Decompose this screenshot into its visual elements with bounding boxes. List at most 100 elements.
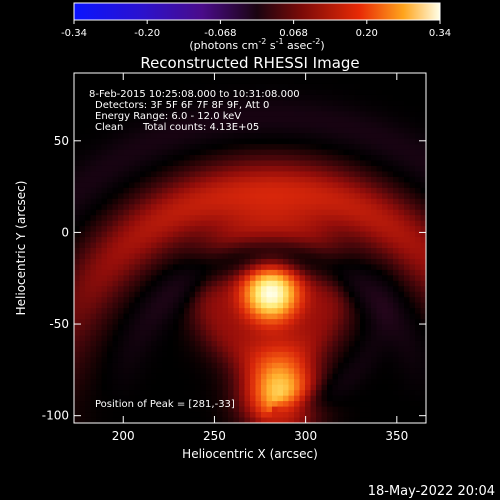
heatmap-cell — [261, 73, 268, 80]
heatmap-cell — [321, 368, 328, 375]
heatmap-cell — [409, 373, 416, 380]
heatmap-cell — [305, 155, 312, 162]
heatmap-cell — [123, 73, 130, 80]
heatmap-cell — [327, 89, 334, 96]
heatmap-cell — [145, 209, 152, 216]
heatmap-cell — [294, 215, 301, 222]
heatmap-cell — [244, 78, 251, 85]
heatmap-cell — [167, 231, 174, 238]
heatmap-cell — [332, 401, 339, 408]
heatmap-cell — [211, 384, 218, 391]
heatmap-cell — [360, 204, 367, 211]
heatmap-cell — [277, 209, 284, 216]
heatmap-cell — [101, 133, 108, 140]
heatmap-cell — [338, 187, 345, 194]
heatmap-cell — [151, 242, 158, 249]
heatmap-cell — [134, 176, 141, 183]
heatmap-cell — [250, 362, 257, 369]
heatmap-cell — [255, 171, 262, 178]
heatmap-cell — [409, 286, 416, 293]
heatmap-cell — [376, 368, 383, 375]
heatmap-cell — [239, 248, 246, 255]
heatmap-cell — [195, 357, 202, 364]
heatmap-cell — [294, 335, 301, 342]
heatmap-cell — [118, 264, 125, 271]
heatmap-cell — [332, 412, 339, 419]
heatmap-cell — [107, 384, 114, 391]
heatmap-cell — [129, 258, 136, 266]
heatmap-cell — [404, 346, 411, 353]
heatmap-cell — [101, 105, 108, 112]
heatmap-cell — [266, 340, 273, 348]
heatmap-cell — [233, 116, 240, 123]
heatmap-cell — [354, 297, 361, 304]
heatmap-cell — [173, 280, 180, 287]
heatmap-cell — [343, 155, 350, 162]
heatmap-cell — [360, 412, 367, 419]
heatmap-cell — [420, 237, 426, 244]
heatmap-cell — [349, 94, 356, 101]
heatmap-cell — [217, 373, 224, 380]
heatmap-cell — [206, 313, 213, 320]
heatmap-cell — [140, 379, 147, 386]
heatmap-cell — [354, 94, 361, 101]
heatmap-cell — [90, 127, 97, 134]
heatmap-cell — [316, 406, 323, 413]
heatmap-cell — [156, 324, 163, 331]
heatmap-cell — [134, 297, 141, 304]
heatmap-cell — [415, 149, 422, 156]
heatmap-cell — [382, 122, 389, 129]
heatmap-cell — [96, 379, 103, 386]
heatmap-cell — [123, 280, 130, 287]
heatmap-cell — [360, 220, 367, 227]
heatmap-cell — [228, 373, 235, 380]
heatmap-cell — [90, 302, 97, 309]
heatmap-cell — [343, 324, 350, 331]
heatmap-cell — [162, 144, 169, 151]
heatmap-cell — [107, 122, 114, 129]
heatmap-cell — [288, 368, 295, 375]
heatmap-cell — [217, 231, 224, 238]
heatmap-cell — [222, 390, 229, 397]
heatmap-cell — [409, 138, 416, 145]
heatmap-cell — [376, 220, 383, 227]
heatmap-cell — [200, 155, 207, 162]
heatmap-cell — [288, 171, 295, 178]
heatmap-cell — [371, 215, 378, 222]
heatmap-cell — [79, 368, 86, 375]
heatmap-cell — [233, 335, 240, 342]
heatmap-cell — [244, 94, 251, 101]
heatmap-cell — [151, 138, 158, 145]
heatmap-cell — [134, 280, 141, 287]
heatmap-cell — [354, 237, 361, 244]
heatmap-cell — [272, 248, 279, 255]
heatmap-cell — [96, 204, 103, 211]
heatmap-cell — [134, 401, 141, 408]
heatmap-cell — [332, 231, 339, 238]
heatmap-cell — [101, 297, 108, 304]
heatmap-cell — [283, 215, 290, 222]
heatmap-cell — [167, 280, 174, 287]
heatmap-cell — [162, 111, 169, 118]
heatmap-cell — [233, 182, 240, 189]
heatmap-cell — [327, 395, 334, 402]
heatmap-cell — [123, 291, 130, 298]
heatmap-cell — [277, 401, 284, 408]
heatmap-cell — [305, 248, 312, 255]
heatmap-cell — [123, 149, 130, 156]
heatmap-cell — [250, 324, 257, 331]
heatmap-cell — [156, 351, 163, 358]
heatmap-cell — [79, 94, 86, 101]
heatmap-cell — [118, 384, 125, 391]
heatmap-cell — [338, 220, 345, 227]
heatmap-cell — [178, 160, 185, 167]
heatmap-cell — [250, 395, 257, 402]
heatmap-cell — [118, 171, 125, 178]
heatmap-cell — [233, 401, 240, 408]
heatmap-cell — [299, 116, 306, 123]
heatmap-cell — [145, 78, 152, 85]
heatmap-cell — [129, 324, 136, 331]
heatmap-cell — [420, 100, 426, 107]
heatmap-cell — [349, 176, 356, 183]
heatmap-cell — [272, 209, 279, 216]
